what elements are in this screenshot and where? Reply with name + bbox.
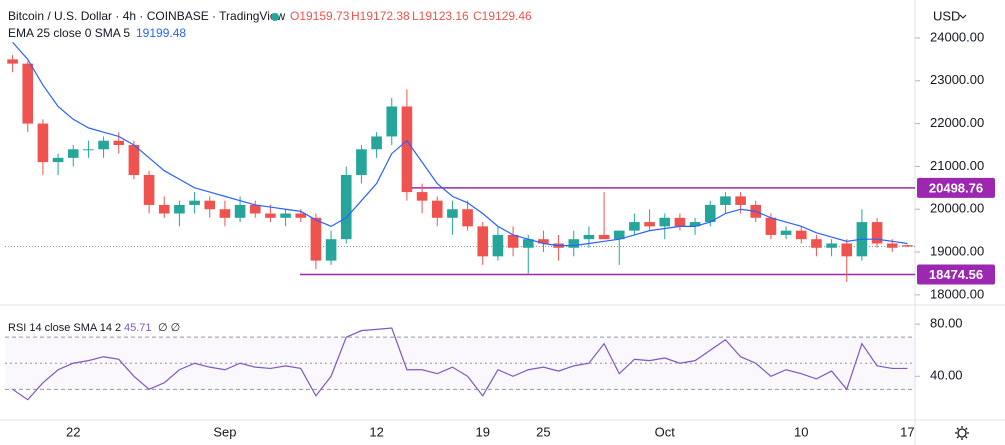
settings-icon[interactable] (955, 426, 969, 440)
candle-body (704, 204, 716, 223)
rsi-name: RSI 14 close SMA 14 2 (8, 322, 121, 334)
candle-body (143, 174, 155, 205)
level-label: 18474.56 (929, 267, 983, 282)
rsi-value: 45.71 (124, 322, 152, 334)
candle-body (902, 245, 913, 247)
candle-body (735, 196, 746, 205)
x-tick-label: 17 (900, 424, 914, 439)
candle-body (22, 63, 34, 124)
candle-body (583, 234, 595, 240)
candle-body (811, 239, 822, 248)
candle-body (886, 243, 898, 248)
candle-body (325, 239, 337, 261)
candle-body (204, 200, 216, 210)
ema-name: EMA 25 close 0 SMA 5 (8, 26, 130, 40)
x-tick-label: Sep (213, 424, 236, 439)
y-tick-label: 80.00 (930, 316, 963, 331)
candle-body (37, 123, 49, 163)
candle-body (598, 234, 610, 240)
y-tick-label: 20000.00 (930, 201, 984, 216)
candle-body (128, 145, 140, 175)
candle-body (234, 204, 246, 218)
candle-body (371, 136, 382, 150)
candle-body (644, 222, 655, 227)
candle-body (265, 213, 276, 218)
candle-body (765, 217, 777, 235)
candle-body (689, 222, 701, 227)
candle-body (356, 149, 367, 175)
currency-selector[interactable]: USD (933, 8, 960, 23)
candle-body (310, 217, 322, 261)
candle-body (219, 209, 231, 218)
y-tick-label: 40.00 (930, 368, 963, 383)
candle-body (674, 217, 686, 227)
candle-body (174, 204, 185, 214)
candle-body (659, 217, 671, 227)
x-tick-label: 25 (536, 424, 550, 439)
ohlc-label: H19172.38 (351, 9, 410, 23)
candle-body (522, 239, 534, 248)
x-tick-label: Oct (655, 424, 676, 439)
y-tick-label: 24000.00 (930, 29, 984, 44)
chart-title: Bitcoin / U.S. Dollar · 4h · COINBASE · … (8, 9, 286, 23)
candle-body (113, 140, 125, 146)
ema-line (12, 41, 908, 247)
ohlc-label: L19123.16 (412, 9, 469, 23)
candle-body (720, 196, 731, 205)
candle-body (386, 106, 398, 137)
candle-body (613, 230, 625, 240)
y-tick-label: 19000.00 (930, 243, 984, 258)
level-tag (917, 177, 995, 198)
level-label: 20498.76 (929, 180, 983, 195)
ohlc-label: O19159.73 (290, 9, 350, 23)
candle-body (401, 106, 413, 193)
candle-body (416, 192, 428, 201)
candle-body (780, 230, 792, 235)
candle-body (492, 234, 504, 257)
candle-body (189, 200, 200, 205)
ema-value: 19199.48 (136, 26, 186, 40)
x-tick-label: 22 (66, 424, 80, 439)
level-tag (917, 264, 995, 285)
candle-body (795, 230, 807, 240)
rsi-extra: ∅ ∅ (158, 322, 180, 334)
x-tick-label: 12 (369, 424, 383, 439)
y-tick-label: 21000.00 (930, 158, 984, 173)
candle-body (826, 243, 837, 248)
ohlc-label: C19129.46 (473, 9, 532, 23)
candle-body (477, 226, 489, 257)
candle-body (280, 213, 291, 218)
candle-body (67, 149, 79, 158)
currency-chevron[interactable] (959, 14, 967, 19)
x-tick-label: 19 (476, 424, 490, 439)
candle-body (841, 243, 853, 257)
candle-body (507, 234, 519, 248)
candle-body (629, 222, 640, 231)
candle-body (52, 157, 64, 163)
candle-body (7, 59, 18, 64)
candle-body (871, 222, 883, 244)
candle-body (158, 204, 170, 214)
rsi-line (12, 327, 908, 401)
candle-body (249, 204, 261, 214)
y-tick-label: 23000.00 (930, 72, 984, 87)
x-tick-label: 10 (794, 424, 808, 439)
candle-body (538, 239, 549, 244)
candle-body (431, 200, 443, 218)
candle-body (568, 239, 580, 248)
candle-body (340, 174, 352, 240)
candle-body (295, 213, 307, 218)
y-tick-label: 22000.00 (930, 115, 984, 130)
status-dot (271, 13, 279, 21)
y-tick-label: 18000.00 (930, 286, 984, 301)
candle-body (447, 209, 458, 218)
candle-body (98, 140, 109, 150)
candle-body (462, 209, 473, 227)
candle-body (83, 149, 94, 151)
